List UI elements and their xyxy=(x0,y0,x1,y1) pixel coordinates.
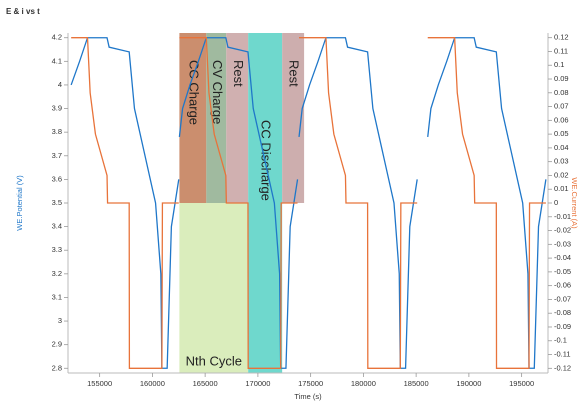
y2-tick-label: 0.06 xyxy=(554,115,569,124)
y2-tick-label: 0.12 xyxy=(554,33,569,42)
y2-tick-label: 0.11 xyxy=(554,46,568,55)
y-axis-label: WE.Potential (V) xyxy=(15,175,24,231)
y2-tick-label: -0.07 xyxy=(554,294,571,303)
series-line xyxy=(70,37,547,369)
y2-tick-label: 0.04 xyxy=(554,143,569,152)
y2-tick-label: -0.04 xyxy=(554,253,571,262)
x-tick-label: 160000 xyxy=(140,379,165,388)
region xyxy=(248,33,283,373)
y2-tick-label: 0.02 xyxy=(554,170,569,179)
region xyxy=(179,33,207,203)
y-tick-label: 3.6 xyxy=(52,174,62,183)
y-tick-label: 3.1 xyxy=(52,292,62,301)
y-tick-label: 3.8 xyxy=(52,127,62,136)
region xyxy=(226,33,249,203)
y-tick-label: 3.3 xyxy=(52,245,62,254)
y-tick-label: 3.7 xyxy=(52,151,62,160)
y-tick-label: 3.4 xyxy=(52,222,62,231)
y2-tick-label: 0.1 xyxy=(554,60,564,69)
x-tick-label: 190000 xyxy=(456,379,481,388)
region-label: Rest xyxy=(287,60,302,87)
y2-tick-label: -0.11 xyxy=(554,350,571,359)
x-tick-label: 180000 xyxy=(351,379,376,388)
y2-tick-label: 0 xyxy=(554,198,558,207)
y2-tick-label: 0.03 xyxy=(554,157,569,166)
y-tick-label: 3.2 xyxy=(52,269,62,278)
y2-axis-label: WE.Current (A) xyxy=(570,177,579,229)
y-tick-label: 3 xyxy=(58,316,62,325)
x-tick-label: 165000 xyxy=(193,379,218,388)
y2-tick-label: -0.03 xyxy=(554,239,571,248)
y-tick-label: 3.5 xyxy=(52,198,62,207)
x-axis-label: Time (s) xyxy=(294,392,322,401)
y2-tick-label: 0.08 xyxy=(554,88,569,97)
x-tick-label: 185000 xyxy=(404,379,429,388)
region xyxy=(282,33,305,203)
x-tick-label: 155000 xyxy=(87,379,112,388)
y-tick-label: 4.2 xyxy=(52,33,62,42)
y2-tick-label: 0.07 xyxy=(554,102,569,111)
y2-tick-label: -0.02 xyxy=(554,226,571,235)
y-tick-label: 3.9 xyxy=(52,104,62,113)
series-line xyxy=(71,37,546,369)
y2-tick-label: -0.06 xyxy=(554,281,571,290)
x-tick-label: 195000 xyxy=(509,379,534,388)
y-tick-label: 2.9 xyxy=(52,340,62,349)
x-tick-label: 170000 xyxy=(245,379,270,388)
y2-tick-label: -0.09 xyxy=(554,322,571,331)
y2-tick-label: -0.1 xyxy=(554,336,567,345)
y2-tick-label: -0.01 xyxy=(554,212,571,221)
region-label: CV Charge xyxy=(210,60,225,124)
y-tick-label: 2.8 xyxy=(52,363,62,372)
y-tick-label: 4 xyxy=(58,80,62,89)
y2-tick-label: 0.05 xyxy=(554,129,569,138)
y2-tick-label: -0.12 xyxy=(554,363,571,372)
y2-tick-label: -0.08 xyxy=(554,308,571,317)
y2-tick-label: -0.05 xyxy=(554,267,571,276)
y2-tick-label: 0.01 xyxy=(554,184,569,193)
regions xyxy=(179,33,305,373)
chart-title: E & i vs t xyxy=(6,7,40,16)
y-tick-label: 4.1 xyxy=(52,56,62,65)
region-label: CC Charge xyxy=(186,60,201,125)
region-label: Rest xyxy=(231,60,246,87)
region-label: Nth Cycle xyxy=(186,353,242,368)
y2-tick-label: 0.09 xyxy=(554,74,569,83)
region xyxy=(179,203,249,373)
x-tick-label: 175000 xyxy=(298,379,323,388)
